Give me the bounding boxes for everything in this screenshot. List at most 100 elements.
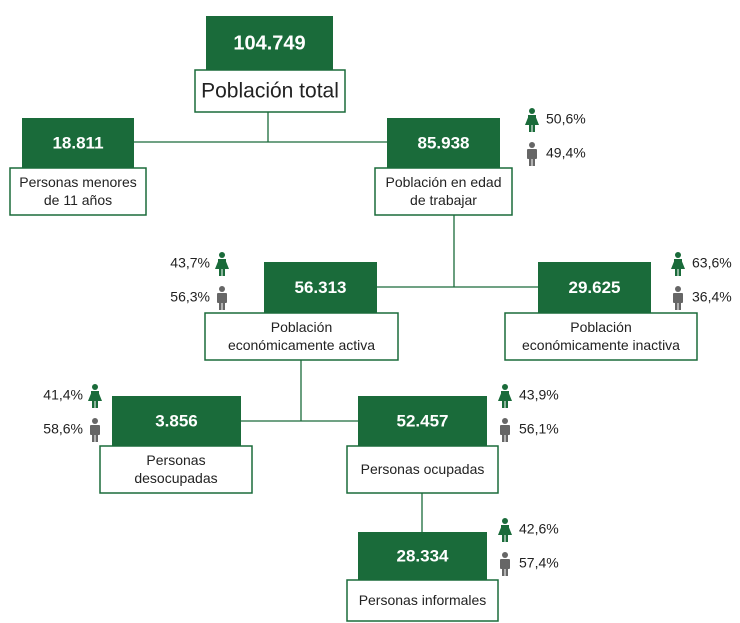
value: 85.938	[418, 133, 470, 152]
female-icon	[525, 108, 539, 132]
label: económicamente activa	[228, 337, 375, 353]
icon-part	[95, 399, 98, 408]
value-box	[264, 262, 377, 313]
icon-part	[532, 123, 535, 132]
icon-part	[529, 108, 535, 114]
icon-part	[671, 259, 685, 269]
icon-part	[502, 384, 508, 390]
connector	[377, 215, 538, 288]
icon-part	[507, 525, 509, 533]
icon-part	[527, 149, 537, 159]
male-icon	[500, 418, 510, 442]
value-box	[22, 118, 134, 168]
icon-part	[675, 252, 681, 258]
value: 52.457	[397, 411, 449, 430]
value-box	[538, 262, 651, 313]
female-pct: 63,6%	[692, 255, 732, 271]
female-pct: 43,9%	[519, 387, 559, 403]
icon-part	[224, 259, 226, 267]
icon-part	[673, 293, 683, 303]
male-icon	[673, 286, 683, 310]
male-pct: 56,1%	[519, 421, 559, 437]
female-pct: 41,4%	[43, 387, 83, 403]
icon-part	[92, 384, 98, 390]
value-box	[112, 396, 241, 446]
icon-part	[505, 399, 508, 408]
label: de 11 años	[44, 192, 112, 208]
value: 29.625	[569, 278, 621, 297]
label: económicamente inactiva	[522, 337, 680, 353]
value: 18.811	[52, 133, 103, 152]
icon-part	[92, 418, 98, 424]
icon-part	[218, 259, 220, 267]
female-icon	[215, 252, 229, 276]
icon-part	[217, 293, 227, 303]
label: Población	[271, 319, 333, 335]
male-icon	[217, 286, 227, 310]
male-icon	[90, 418, 100, 442]
icon-part	[502, 399, 505, 408]
female-pct: 50,6%	[546, 111, 586, 127]
icon-part	[674, 259, 676, 267]
icon-part	[675, 286, 681, 292]
icon-part	[534, 115, 536, 123]
icon-part	[92, 433, 95, 442]
label-box	[346, 579, 499, 622]
label: desocupadas	[134, 470, 217, 486]
icon-part	[222, 301, 225, 310]
icon-part	[498, 391, 512, 401]
icon-part	[680, 259, 682, 267]
icon-part	[529, 142, 535, 148]
icon-part	[219, 252, 225, 258]
icon-part	[525, 115, 539, 125]
male-icon	[500, 552, 510, 576]
value-box	[206, 16, 333, 70]
female-pct: 42,6%	[519, 521, 559, 537]
male-pct: 57,4%	[519, 555, 559, 571]
value: 104.749	[233, 32, 305, 54]
icon-part	[498, 525, 512, 535]
male-pct: 58,6%	[43, 421, 83, 437]
icon-part	[675, 267, 678, 276]
icon-part	[501, 525, 503, 533]
label: de trabajar	[410, 192, 477, 208]
value: 3.856	[155, 411, 198, 430]
icon-part	[502, 518, 508, 524]
female-icon	[88, 384, 102, 408]
label-box	[374, 167, 513, 216]
icon-part	[91, 391, 93, 399]
label: Población	[570, 319, 632, 335]
female-icon	[498, 518, 512, 542]
icon-part	[528, 115, 530, 123]
icon-part	[529, 123, 532, 132]
female-icon	[498, 384, 512, 408]
value-box	[358, 532, 487, 580]
label: Personas menores	[19, 174, 137, 190]
male-pct: 49,4%	[546, 145, 586, 161]
label: Población total	[201, 80, 339, 103]
value: 56.313	[295, 278, 347, 297]
connector	[241, 360, 358, 422]
value: 28.334	[397, 546, 450, 565]
icon-part	[532, 157, 535, 166]
icon-part	[88, 391, 102, 401]
label-box	[346, 445, 499, 494]
icon-part	[90, 425, 100, 435]
male-pct: 56,3%	[170, 289, 210, 305]
male-icon	[527, 142, 537, 166]
male-pct: 36,4%	[692, 289, 732, 305]
icon-part	[505, 567, 508, 576]
icon-part	[502, 418, 508, 424]
icon-part	[502, 567, 505, 576]
icon-part	[97, 391, 99, 399]
icon-part	[219, 267, 222, 276]
icon-part	[529, 157, 532, 166]
label: Personas	[146, 452, 205, 468]
label-box	[204, 312, 399, 361]
icon-part	[219, 301, 222, 310]
icon-part	[675, 301, 678, 310]
label: Población en edad	[386, 174, 502, 190]
icon-part	[501, 391, 503, 399]
icon-part	[678, 267, 681, 276]
label-box	[99, 445, 253, 494]
